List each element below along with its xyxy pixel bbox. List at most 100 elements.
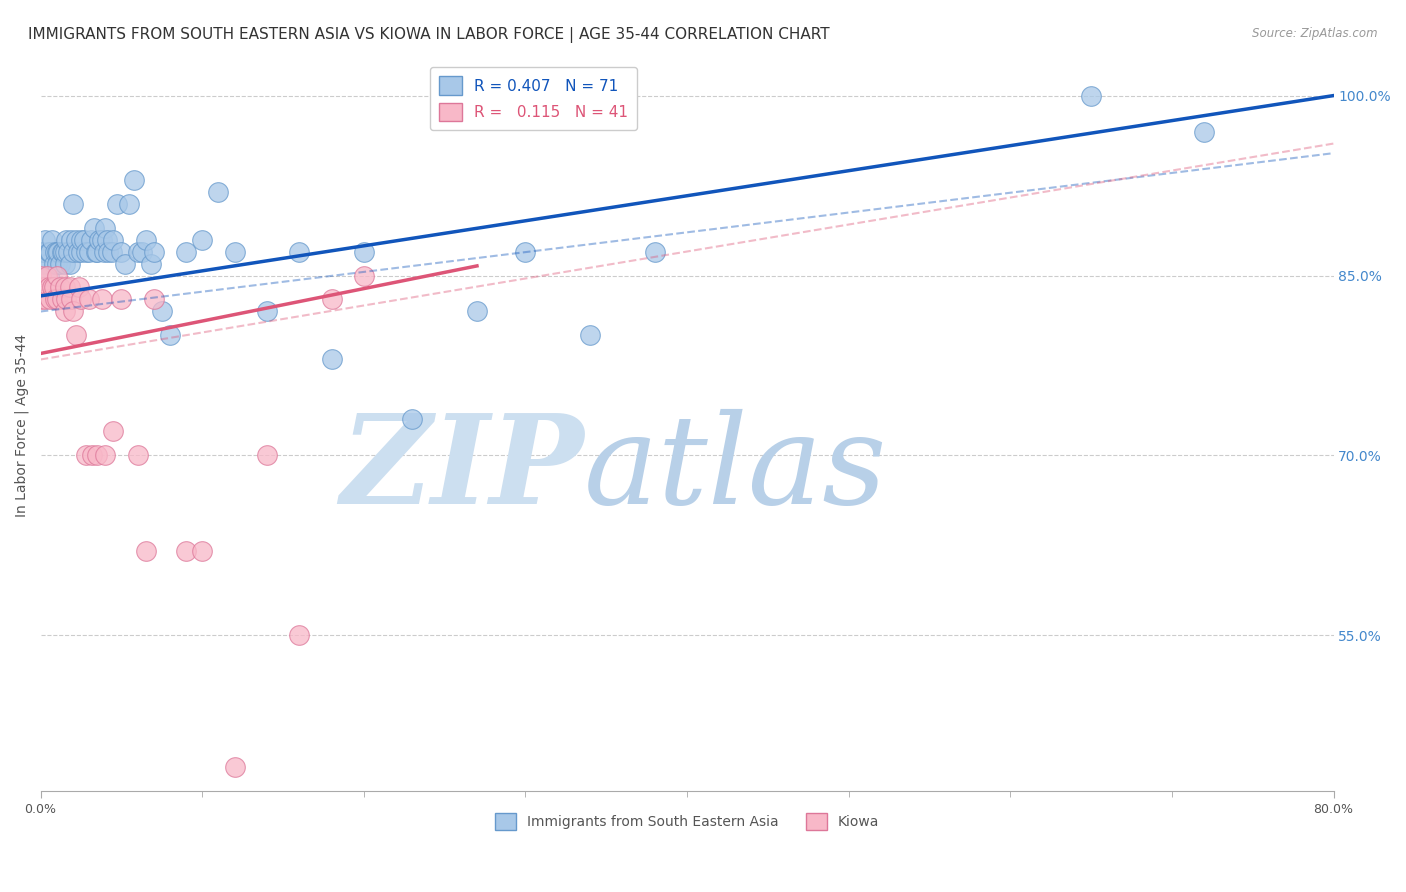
Point — [91, 293, 114, 307]
Point — [30, 244, 52, 259]
Point — [62, 196, 84, 211]
Point — [321, 293, 343, 307]
Point — [70, 233, 93, 247]
Point — [159, 328, 181, 343]
Point — [288, 244, 311, 259]
Point — [110, 244, 132, 259]
Point — [82, 449, 104, 463]
Point — [1080, 88, 1102, 103]
Point — [38, 280, 60, 294]
Point — [224, 760, 246, 774]
Point — [42, 256, 65, 270]
Point — [191, 544, 214, 558]
Point — [174, 544, 197, 558]
Point — [53, 256, 76, 270]
Point — [1192, 124, 1215, 138]
Point — [60, 293, 83, 307]
Point — [131, 244, 153, 259]
Point — [127, 244, 149, 259]
Point — [256, 304, 278, 318]
Point — [174, 244, 197, 259]
Point — [84, 244, 107, 259]
Point — [70, 293, 93, 307]
Point — [41, 280, 63, 294]
Point — [44, 244, 66, 259]
Point — [35, 268, 58, 283]
Point — [142, 293, 165, 307]
Point — [80, 233, 103, 247]
Point — [32, 244, 55, 259]
Point — [45, 268, 67, 283]
Point — [93, 244, 115, 259]
Point — [30, 293, 52, 307]
Point — [31, 256, 53, 270]
Point — [75, 449, 97, 463]
Legend: Immigrants from South Eastern Asia, Kiowa: Immigrants from South Eastern Asia, Kiow… — [489, 807, 884, 836]
Point — [34, 233, 56, 247]
Text: IMMIGRANTS FROM SOUTH EASTERN ASIA VS KIOWA IN LABOR FORCE | AGE 35-44 CORRELATI: IMMIGRANTS FROM SOUTH EASTERN ASIA VS KI… — [28, 27, 830, 43]
Point — [127, 449, 149, 463]
Point — [38, 244, 60, 259]
Point — [60, 233, 83, 247]
Text: ZIP: ZIP — [340, 409, 583, 530]
Point — [56, 244, 79, 259]
Point — [191, 233, 214, 247]
Point — [49, 256, 72, 270]
Point — [39, 293, 62, 307]
Point — [224, 244, 246, 259]
Point — [353, 244, 375, 259]
Point — [77, 293, 100, 307]
Point — [53, 304, 76, 318]
Point — [32, 280, 55, 294]
Point — [644, 244, 666, 259]
Text: Source: ZipAtlas.com: Source: ZipAtlas.com — [1253, 27, 1378, 40]
Point — [62, 304, 84, 318]
Point — [49, 280, 72, 294]
Point — [53, 244, 76, 259]
Point — [59, 280, 82, 294]
Point — [142, 244, 165, 259]
Point — [94, 449, 117, 463]
Point — [256, 449, 278, 463]
Point — [86, 244, 108, 259]
Point — [55, 293, 77, 307]
Point — [59, 256, 82, 270]
Point — [207, 185, 229, 199]
Point — [118, 196, 141, 211]
Point — [30, 268, 52, 283]
Point — [65, 233, 87, 247]
Point — [103, 425, 125, 439]
Point — [38, 268, 60, 283]
Point — [515, 244, 537, 259]
Y-axis label: In Labor Force | Age 35-44: In Labor Force | Age 35-44 — [15, 334, 30, 517]
Text: atlas: atlas — [583, 409, 887, 530]
Point — [83, 220, 105, 235]
Point — [62, 244, 84, 259]
Point — [135, 233, 157, 247]
Point — [105, 196, 128, 211]
Point — [91, 233, 114, 247]
Point — [67, 280, 90, 294]
Point — [51, 293, 73, 307]
Point — [44, 293, 66, 307]
Point — [65, 328, 87, 343]
Point — [86, 449, 108, 463]
Point — [321, 352, 343, 367]
Point — [114, 256, 136, 270]
Point — [66, 244, 89, 259]
Point — [124, 172, 146, 186]
Point — [45, 256, 67, 270]
Point — [53, 280, 76, 294]
Point — [87, 233, 110, 247]
Point — [139, 256, 162, 270]
Point — [45, 244, 67, 259]
Point — [55, 233, 77, 247]
Point — [100, 244, 122, 259]
Point — [48, 244, 70, 259]
Point — [51, 244, 73, 259]
Point — [96, 233, 118, 247]
Point — [42, 280, 65, 294]
Point — [579, 328, 602, 343]
Point — [52, 244, 75, 259]
Point — [39, 244, 62, 259]
